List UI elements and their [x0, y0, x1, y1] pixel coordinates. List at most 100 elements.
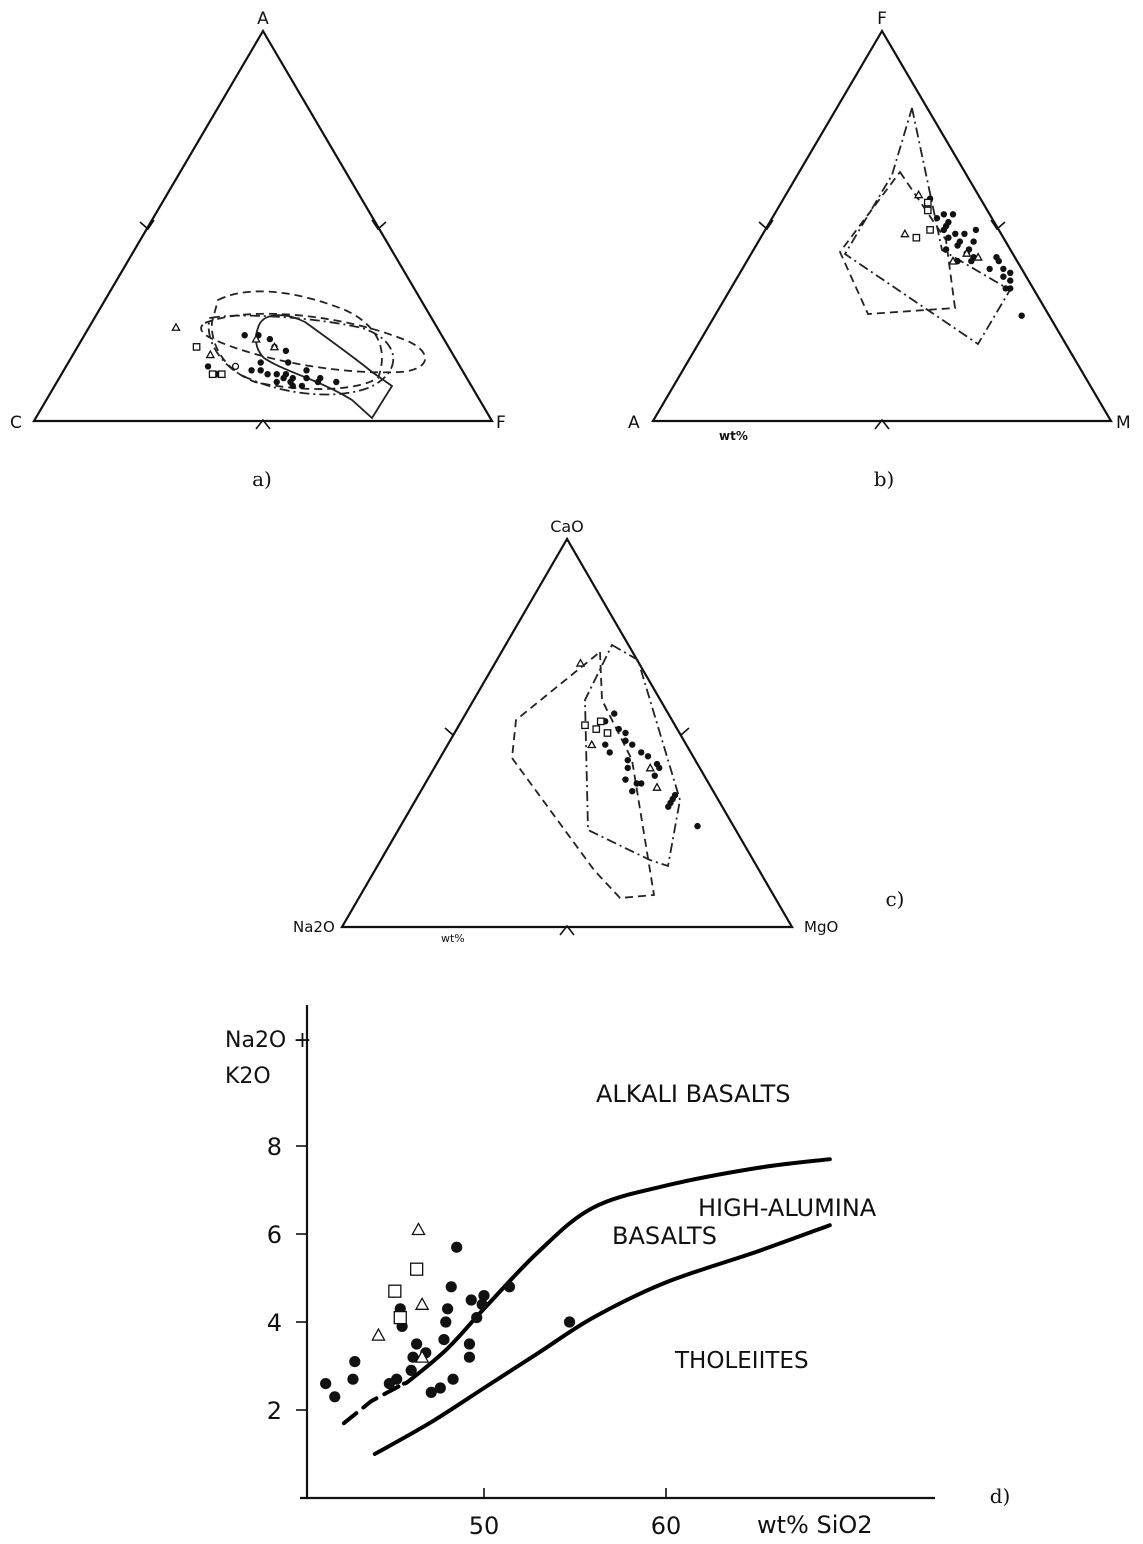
open-square-point	[912, 233, 921, 242]
filled-circle-point	[411, 1338, 423, 1350]
open-triangle-point	[948, 256, 958, 265]
filled-circle-point	[665, 803, 672, 810]
filled-circle-point	[425, 1386, 437, 1398]
open-square-point	[923, 198, 932, 207]
open-triangle-point	[171, 322, 181, 331]
open-square-point	[217, 370, 226, 379]
filled-circle-point	[438, 1334, 450, 1346]
y-tick-label: 4	[267, 1309, 282, 1337]
panel-a-apex-left: C	[10, 413, 22, 433]
filled-circle-point	[624, 756, 631, 764]
filled-circle-point	[349, 1356, 361, 1368]
panel-b-apex-top: F	[877, 9, 887, 29]
panel-b-tick-right	[990, 219, 1006, 231]
filled-circle-point	[333, 378, 340, 386]
open-triangle-point	[645, 762, 655, 772]
panel-c-apex-left: Na2O	[293, 918, 335, 936]
filled-circle-point	[638, 749, 645, 756]
panel-c-tick-base	[559, 924, 575, 936]
filled-circle-point	[445, 1281, 457, 1293]
filled-circle-point	[257, 359, 264, 366]
panel-a-data-points	[171, 322, 340, 390]
filled-circle-point	[970, 238, 977, 245]
open-square-point	[192, 343, 201, 351]
panel-c-data-points	[575, 658, 701, 830]
filled-circle-point	[266, 335, 274, 343]
open-square-point	[923, 206, 932, 215]
filled-circle-point	[638, 780, 645, 787]
y-tick-label: 6	[267, 1221, 282, 1249]
filled-circle-point	[615, 725, 622, 733]
filled-circle-point	[303, 374, 310, 382]
filled-circle-point	[434, 1382, 446, 1394]
filled-circle-point	[451, 1241, 463, 1253]
filled-circle-point	[476, 1298, 488, 1310]
panel-a-field-dashdot	[207, 314, 395, 396]
open-triangle-point	[962, 248, 972, 257]
filled-circle-point	[317, 374, 324, 382]
open-square-point	[926, 226, 934, 234]
open-triangle-point	[587, 739, 597, 749]
panel-a: A C F a)	[10, 9, 506, 491]
filled-circle-point	[694, 822, 701, 830]
filled-circle-point	[347, 1373, 359, 1385]
panel-a-apex-top: A	[257, 9, 269, 29]
panel-b-data-points	[900, 189, 1025, 319]
panel-a-tick-base	[255, 418, 271, 430]
panel-d-data-points	[320, 1222, 576, 1403]
filled-circle-point	[995, 257, 1002, 265]
filled-circle-point	[282, 347, 290, 354]
filled-circle-point	[972, 226, 980, 234]
open-triangle-point	[411, 1222, 426, 1236]
panel-d-ylabel-line2: K2O	[225, 1064, 271, 1089]
panel-c-field-dashdot	[584, 643, 681, 868]
filled-circle-point	[1007, 277, 1014, 284]
filled-circle-point	[248, 367, 255, 374]
filled-circle-point	[257, 367, 264, 374]
filled-circle-point	[440, 1316, 452, 1328]
panel-c-apex-top: CaO	[550, 517, 584, 536]
filled-circle-point	[447, 1373, 459, 1385]
x-tick-label: 60	[651, 1512, 682, 1540]
x-tick-label: 50	[469, 1512, 500, 1540]
open-triangle-point	[652, 782, 662, 791]
filled-circle-point	[264, 371, 271, 378]
filled-circle-point	[986, 265, 993, 273]
panel-c-tick-left	[444, 725, 460, 737]
open-square-point	[208, 370, 217, 379]
filled-circle-point	[949, 211, 957, 218]
panel-c: CaO Na2O MgO wt% c)	[293, 517, 905, 945]
panel-c-apex-right: MgO	[804, 918, 838, 936]
filled-circle-point	[945, 234, 952, 241]
panel-d-boundaries	[341, 1157, 832, 1456]
panel-d-ylabel-line1: Na2O +	[225, 1028, 312, 1053]
filled-circle-point	[391, 1373, 403, 1385]
y-tick-label: 2	[267, 1397, 282, 1425]
panel-b-apex-right: M	[1116, 413, 1131, 433]
filled-circle-point	[644, 753, 652, 760]
filled-circle-point	[407, 1351, 419, 1363]
filled-circle-point	[622, 737, 629, 744]
filled-circle-point	[1007, 285, 1014, 292]
panel-d-region-high-alumina-1: HIGH-ALUMINA	[698, 1194, 877, 1222]
filled-circle-point	[329, 1391, 341, 1403]
filled-circle-point	[465, 1294, 477, 1306]
open-triangle-point	[414, 1296, 430, 1310]
panel-a-apex-right: F	[496, 413, 506, 433]
filled-circle-point	[463, 1351, 476, 1363]
filled-circle-point	[1000, 265, 1007, 273]
filled-circle-point	[952, 230, 959, 237]
filled-circle-point	[606, 749, 613, 756]
panel-d: 50 60 2 4 6 8 Na2O + K2O wt% SiO2 ALKALI BASA…	[225, 1005, 1010, 1540]
filled-circle-point	[298, 382, 306, 390]
filled-circle-point	[940, 211, 948, 218]
panel-b-unit-label: wt%	[719, 429, 748, 443]
open-square-point	[592, 725, 601, 733]
panel-c-triangle	[340, 536, 794, 929]
panel-b-field-dashdot	[843, 107, 1012, 346]
filled-circle-point	[405, 1364, 417, 1376]
filled-circle-point	[204, 363, 212, 370]
open-triangle-point	[414, 1349, 430, 1363]
filled-circle-point	[289, 382, 296, 390]
